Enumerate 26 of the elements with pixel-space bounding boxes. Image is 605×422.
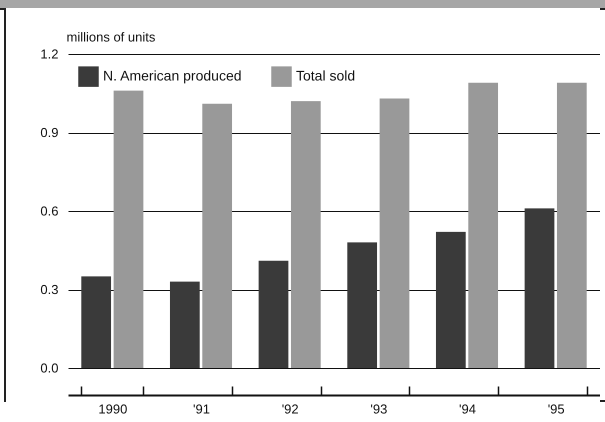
x-tick-label: '92 [282,402,299,416]
legend-label: N. American produced [103,68,242,84]
bar [202,104,232,368]
x-tick-label: '95 [548,402,565,416]
bar [556,82,587,368]
bar [380,98,410,368]
y-tick-label: 0.3 [40,282,58,297]
x-tick-label: '93 [370,402,388,416]
y-axis-title: millions of units [66,30,156,44]
bar [347,242,378,368]
x-tick-label: '91 [193,402,210,416]
y-tick-label: 0.0 [40,360,58,376]
bar [114,90,144,368]
x-tick-label: '94 [459,402,476,416]
y-tick-label: 1.2 [40,46,58,62]
y-tick-label: 0.9 [40,125,58,140]
bar [468,82,498,368]
y-tick-label: 0.6 [40,204,58,218]
bar [290,101,321,368]
x-tick-label: 1990 [98,402,128,416]
legend-label: Total sold [296,68,356,84]
bar [258,260,288,368]
bar [524,208,554,368]
bar [170,282,200,368]
bar [81,276,112,368]
bar [436,232,466,368]
